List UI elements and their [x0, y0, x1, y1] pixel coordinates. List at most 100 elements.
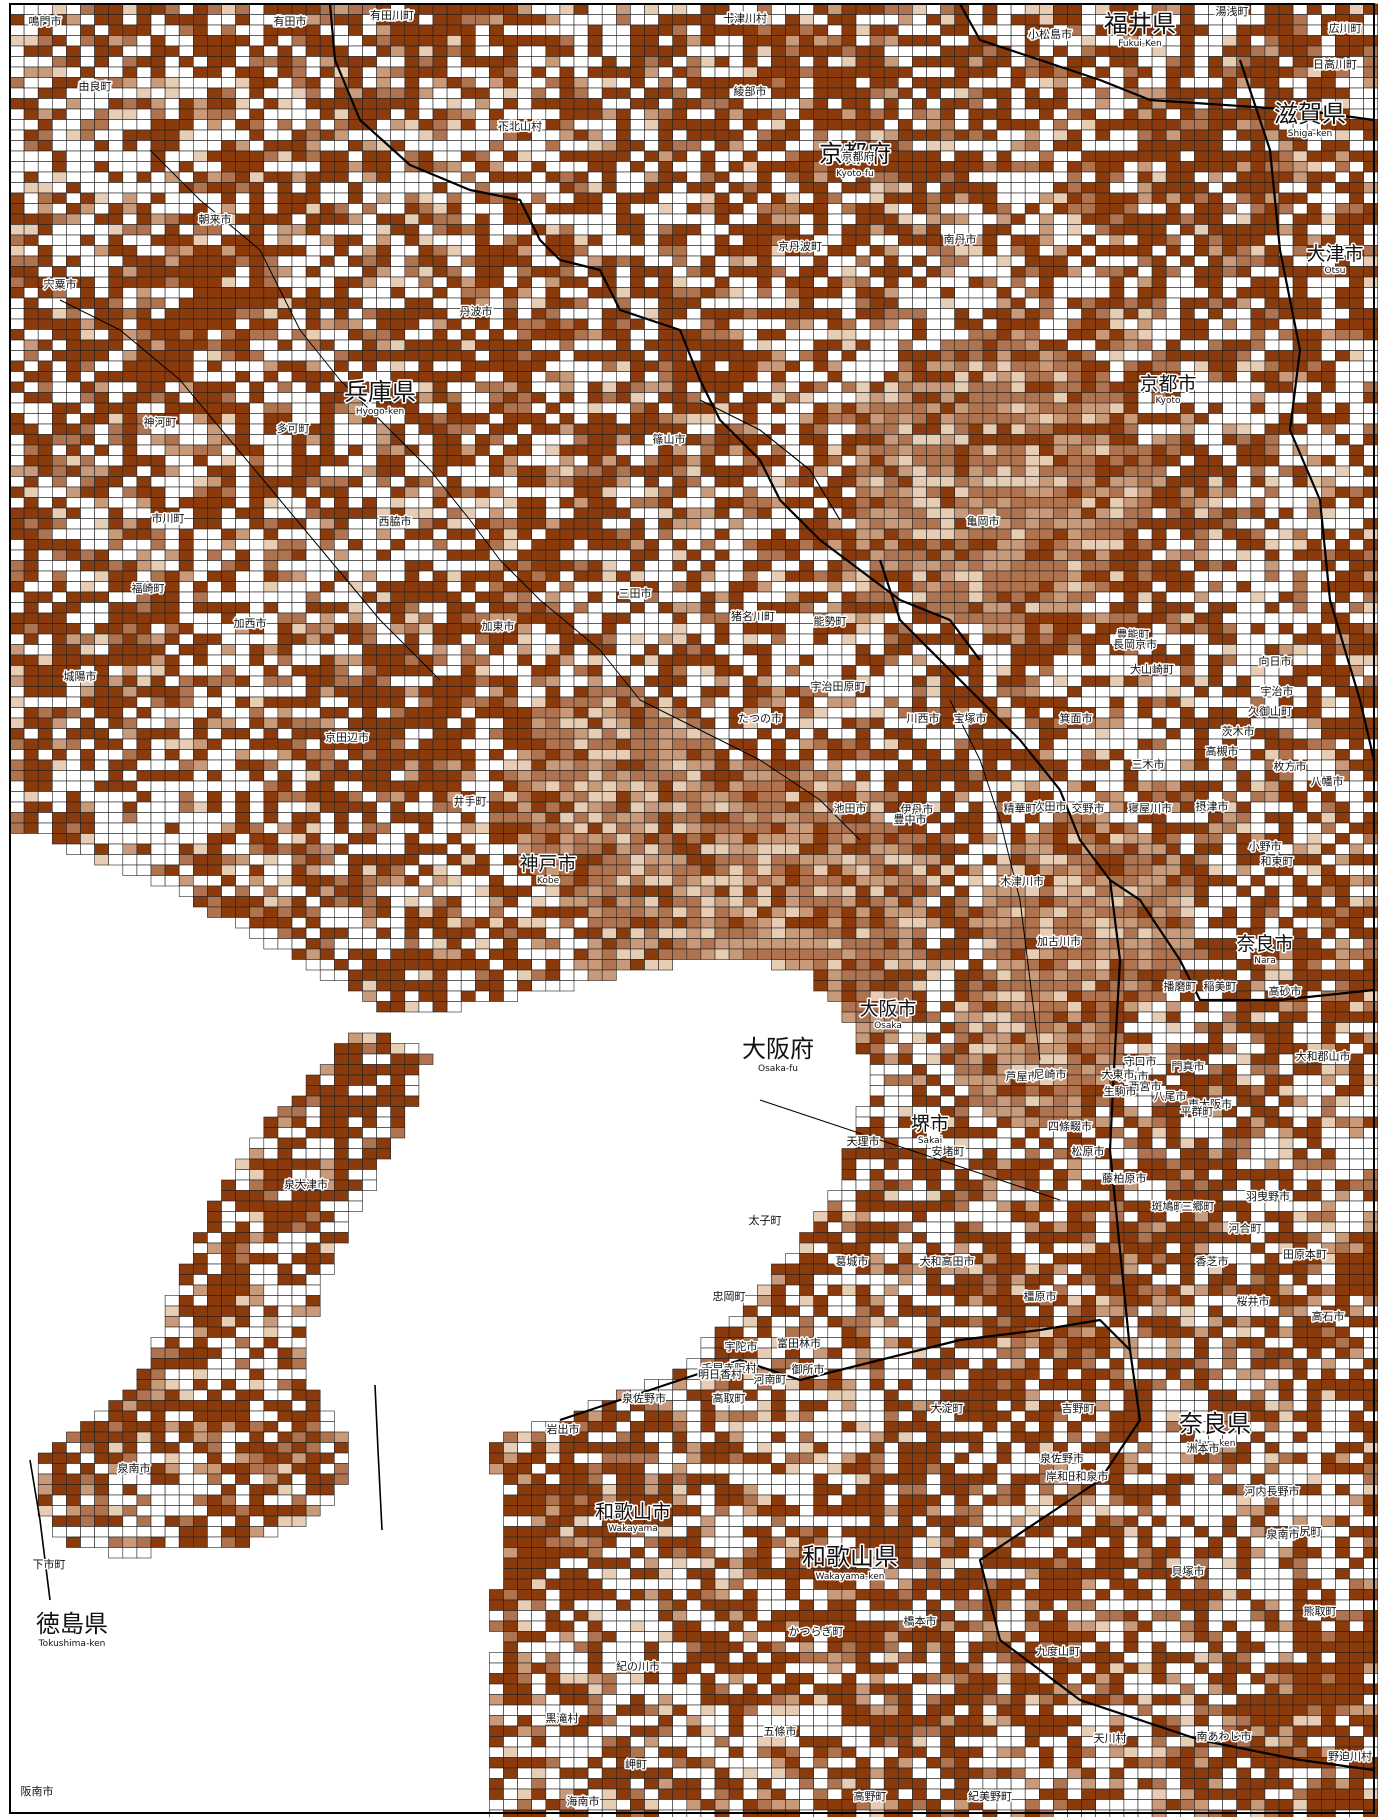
mesh-cell: [305, 518, 321, 530]
mesh-cell: [897, 402, 913, 414]
mesh-cell: [1180, 455, 1195, 467]
mesh-cell: [446, 371, 462, 383]
mesh-cell: [122, 486, 138, 498]
mesh-cell: [348, 465, 363, 477]
mesh-cell: [587, 539, 603, 551]
mesh-cell: [1264, 360, 1280, 372]
mesh-cell: [1222, 381, 1237, 393]
mesh-cell: [1039, 444, 1054, 456]
mesh-cell: [926, 245, 941, 257]
mesh-cell: [164, 329, 180, 341]
mesh-cell: [1208, 318, 1223, 330]
mesh-cell: [686, 507, 702, 519]
mesh-cell: [1335, 518, 1350, 530]
mesh-cell: [207, 161, 222, 173]
mesh-cell: [1165, 350, 1181, 362]
mesh-cell: [559, 213, 575, 225]
mesh-cell: [249, 150, 265, 162]
mesh-cell: [1053, 245, 1068, 257]
mesh-cell: [164, 392, 180, 404]
mesh-cell: [277, 528, 293, 540]
mesh-cell: [1151, 87, 1167, 99]
mesh-cell: [1222, 213, 1237, 225]
mesh-cell: [573, 392, 589, 404]
mesh-cell: [883, 77, 899, 89]
mesh-cell: [587, 455, 603, 467]
mesh-cell: [348, 287, 363, 299]
mesh-cell: [1137, 161, 1153, 173]
mesh-cell: [968, 108, 984, 120]
mesh-cell: [277, 171, 293, 183]
mesh-cell: [249, 465, 265, 477]
mesh-cell: [897, 392, 913, 404]
mesh-cell: [827, 119, 843, 131]
mesh-cell: [150, 486, 166, 498]
mesh-cell: [883, 87, 899, 99]
mesh-cell: [235, 350, 251, 362]
mesh-cell: [207, 444, 222, 456]
mesh-cell: [503, 108, 518, 120]
mesh-cell: [1151, 318, 1167, 330]
mesh-cell: [968, 119, 984, 131]
mesh-cell: [348, 486, 363, 498]
mesh-cell: [926, 234, 941, 246]
mesh-cell: [178, 35, 194, 47]
mesh-cell: [277, 234, 293, 246]
mesh-cell: [291, 476, 307, 488]
mesh-cell: [1081, 360, 1096, 372]
mesh-cell: [813, 434, 829, 446]
mesh-cell: [1349, 444, 1364, 456]
mesh-cell: [1165, 140, 1181, 152]
mesh-cell: [615, 98, 631, 110]
mesh-cell: [559, 45, 575, 57]
mesh-cell: [1053, 528, 1068, 540]
mesh-cell: [1067, 371, 1082, 383]
mesh-cell: [9, 66, 25, 78]
mesh-cell: [249, 224, 265, 236]
mesh-cell: [686, 87, 702, 99]
mesh-cell: [587, 213, 603, 225]
mesh-cell: [362, 507, 377, 519]
mesh-cell: [771, 98, 786, 110]
mesh-cell: [1053, 276, 1068, 288]
mesh-cell: [1095, 108, 1111, 120]
mesh-cell: [1363, 297, 1378, 309]
mesh-cell: [1165, 465, 1181, 477]
mesh-cell: [178, 87, 194, 99]
mesh-cell: [545, 381, 561, 393]
mesh-cell: [193, 423, 208, 435]
mesh-cell: [333, 518, 349, 530]
mesh-cell: [799, 24, 814, 36]
mesh-cell: [658, 413, 673, 425]
mesh-cell: [348, 297, 363, 309]
mesh-cell: [136, 150, 152, 162]
mesh-cell: [1067, 77, 1082, 89]
mesh-cell: [827, 360, 843, 372]
mesh-cell: [742, 339, 758, 351]
mesh-cell: [305, 87, 321, 99]
mesh-cell: [446, 119, 462, 131]
mesh-cell: [474, 539, 490, 551]
mesh-cell: [1095, 213, 1111, 225]
mesh-cell: [460, 77, 476, 89]
mesh-cell: [1264, 14, 1280, 26]
mesh-cell: [545, 129, 561, 141]
mesh-cell: [1250, 255, 1266, 267]
mesh-cell: [80, 203, 95, 215]
mesh-cell: [1264, 77, 1280, 89]
mesh-cell: [418, 266, 434, 278]
mesh-cell: [1208, 245, 1223, 257]
mesh-cell: [319, 423, 335, 435]
mesh-cell: [1053, 129, 1068, 141]
mesh-cell: [277, 360, 293, 372]
mesh-cell: [700, 129, 716, 141]
mesh-cell: [263, 434, 279, 446]
mesh-cell: [291, 297, 307, 309]
mesh-cell: [912, 35, 927, 47]
mesh-cell: [1109, 297, 1125, 309]
mesh-cell: [460, 444, 476, 456]
mesh-cell: [841, 87, 857, 99]
mesh-cell: [1067, 203, 1082, 215]
